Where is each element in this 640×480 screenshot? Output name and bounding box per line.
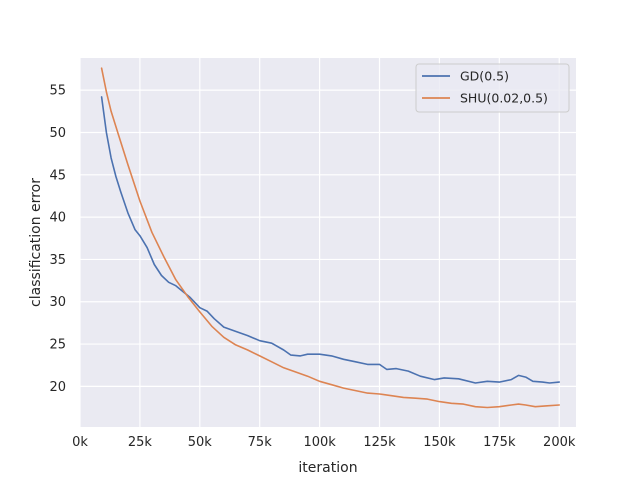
x-tick-label: 150k (423, 435, 456, 450)
legend-label-1: SHU(0.02,0.5) (460, 91, 548, 106)
x-tick-label: 0k (72, 435, 88, 450)
x-axis-label: iteration (298, 460, 357, 476)
plot-area (80, 58, 576, 427)
x-tick-label: 125k (363, 435, 396, 450)
x-tick-labels: 0k 25k 50k 75k 100k 125k 150k 175k 200k (72, 435, 576, 450)
series-layer (100, 67, 561, 409)
x-tick-label: 200k (543, 435, 576, 450)
legend-label-0: GD(0.5) (460, 69, 509, 84)
x-tick-label: 175k (483, 435, 516, 450)
grid-lines (79, 58, 576, 427)
y-tick-label: 45 (49, 168, 66, 183)
y-tick-label: 50 (49, 126, 66, 141)
x-tick-label: 50k (188, 435, 213, 450)
legend-box (415, 63, 570, 113)
y-tick-label: 35 (49, 253, 66, 268)
y-tick-label: 40 (49, 211, 66, 226)
y-tick-labels: 20 25 30 35 40 45 50 55 (49, 84, 66, 395)
y-tick-label: 20 (49, 380, 66, 395)
x-tick-label: 25k (128, 435, 153, 450)
legend: GD(0.5) SHU(0.02,0.5) (415, 63, 570, 113)
y-tick-label: 25 (49, 338, 66, 353)
x-tick-label: 100k (303, 435, 336, 450)
y-tick-label: 30 (49, 295, 66, 310)
series-line-1 (100, 67, 561, 409)
y-axis-label: classification error (28, 178, 44, 307)
series-line-0 (100, 96, 561, 384)
y-tick-label: 55 (49, 84, 66, 99)
x-tick-label: 75k (248, 435, 273, 450)
